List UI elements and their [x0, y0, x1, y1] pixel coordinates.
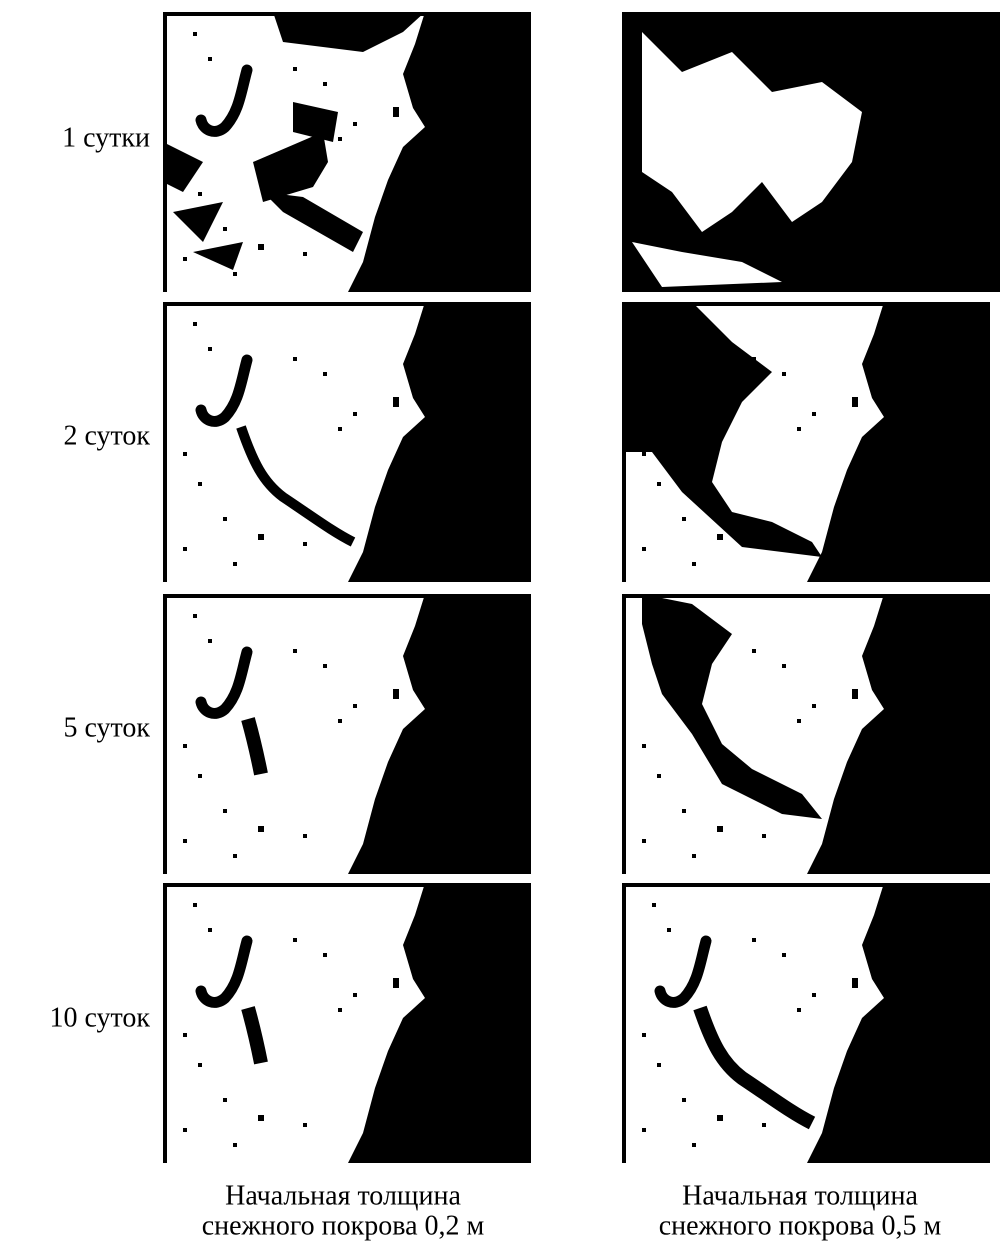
row-label: 10 суток	[49, 1002, 150, 1033]
column-caption: снежного покрова 0,2 м	[202, 1210, 485, 1241]
map-panel	[622, 594, 1000, 874]
map-panel	[622, 883, 1000, 1163]
map-panel	[163, 302, 531, 582]
column-caption: Начальная толщина	[225, 1180, 461, 1211]
map-panel	[163, 12, 531, 292]
row-label: 1 сутки	[62, 122, 150, 153]
figure: 1 сутки 2 суток 5 суток 10 суток Начальн…	[0, 0, 1002, 1241]
map-panel	[622, 302, 1000, 582]
map-panel	[622, 12, 1000, 292]
map-panel	[163, 594, 531, 874]
row-label: 2 суток	[63, 420, 150, 451]
column-caption: Начальная толщина	[682, 1180, 918, 1211]
row-label: 5 суток	[63, 712, 150, 743]
map-panel	[163, 883, 531, 1163]
column-caption: снежного покрова 0,5 м	[659, 1210, 942, 1241]
